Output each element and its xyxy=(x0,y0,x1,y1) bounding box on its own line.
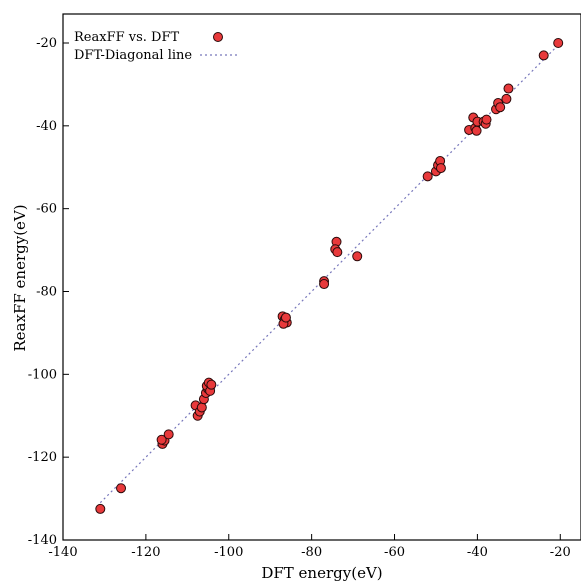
y-axis-title: ReaxFF energy(eV) xyxy=(11,204,29,351)
data-point xyxy=(481,114,492,125)
data-point xyxy=(95,503,106,514)
y-tick-label: -20 xyxy=(36,36,57,51)
data-point xyxy=(422,171,433,182)
data-point xyxy=(495,102,506,113)
x-tick-label: -40 xyxy=(467,545,488,560)
legend: ReaxFF vs. DFT DFT-Diagonal line xyxy=(74,30,240,63)
legend-label-line: DFT-Diagonal line xyxy=(74,48,192,63)
data-point xyxy=(206,379,217,390)
y-tick-label: -60 xyxy=(36,202,57,217)
data-point xyxy=(196,402,207,413)
x-tick-label: -120 xyxy=(131,545,160,560)
y-tick-label: -100 xyxy=(28,367,57,382)
data-point xyxy=(538,50,549,61)
y-tick-label: -120 xyxy=(28,450,57,465)
x-tick-label: -80 xyxy=(301,545,322,560)
data-point xyxy=(501,93,512,104)
x-axis-title: DFT energy(eV) xyxy=(261,564,382,582)
data-point xyxy=(156,434,167,445)
data-point xyxy=(319,279,330,290)
x-tick-label: -60 xyxy=(384,545,405,560)
plot-area-frame xyxy=(62,13,581,541)
data-point xyxy=(503,83,514,94)
data-point xyxy=(116,483,127,494)
data-point xyxy=(352,251,363,262)
y-axis: -140 -120 -100 -80 -60 -40 -20 xyxy=(28,36,69,548)
y-tick-label: -80 xyxy=(36,284,57,299)
legend-marker-points xyxy=(213,32,223,42)
y-tick-label: -40 xyxy=(36,119,57,134)
legend-label-points: ReaxFF vs. DFT xyxy=(74,30,179,45)
x-tick-label: -100 xyxy=(214,545,243,560)
data-point xyxy=(332,247,343,258)
data-point xyxy=(435,163,446,174)
data-point xyxy=(553,37,564,48)
data-point xyxy=(163,429,174,440)
series-layer xyxy=(95,37,564,514)
data-point xyxy=(280,312,291,323)
x-tick-label: -20 xyxy=(550,545,571,560)
y-tick-label: -140 xyxy=(28,533,57,548)
x-tick-label: -140 xyxy=(48,545,77,560)
data-point xyxy=(471,125,482,136)
x-axis: -140 -120 -100 -80 -60 -40 -20 xyxy=(48,534,571,560)
